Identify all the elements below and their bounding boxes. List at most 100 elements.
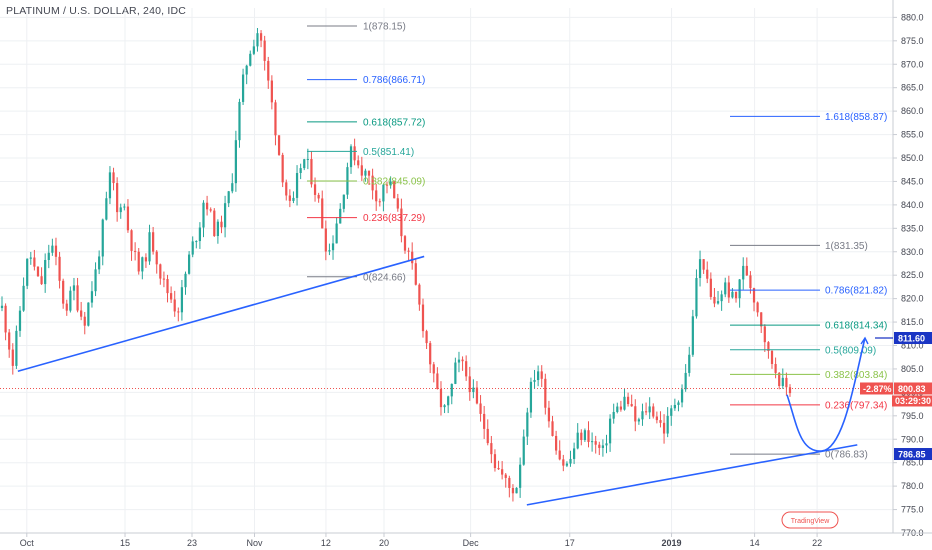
candle-body	[555, 435, 558, 451]
candle-body	[170, 293, 173, 300]
candle-body	[731, 291, 734, 298]
candle-body	[94, 269, 97, 292]
candle-body	[781, 377, 784, 387]
trendline	[17, 255, 425, 373]
candle-body	[515, 487, 518, 494]
candle-body	[407, 250, 410, 252]
candle-body	[357, 160, 360, 166]
projection-curve	[786, 336, 869, 452]
price-axis[interactable]: 880.0 875.0 870.0 865.0 860.0 855.0 850.0 845.0…	[892, 0, 924, 538]
candle-body	[616, 406, 619, 412]
candle-body	[29, 257, 32, 259]
candle-body	[389, 181, 392, 186]
candle-body	[673, 404, 676, 409]
candle-body	[137, 251, 140, 272]
candle-body	[770, 350, 774, 364]
candle-body	[501, 469, 504, 475]
price-tag-label: 811.60	[898, 334, 925, 344]
candle-body	[454, 362, 457, 384]
price-tick-label: 825.0	[901, 270, 924, 280]
candle-body	[367, 170, 371, 176]
change-badge-label: -2.87%	[863, 384, 892, 394]
candle-body	[745, 265, 748, 276]
candle-body	[331, 243, 335, 251]
candle-body	[98, 256, 101, 270]
candle-body	[637, 419, 640, 422]
price-tick-label: 790.0	[901, 434, 924, 444]
time-tick-label: 20	[379, 538, 389, 548]
time-axis[interactable]: Oct 15 23 Nov 12 20 Dec 17 2019 14 22	[0, 532, 932, 548]
candle-body	[511, 487, 515, 494]
trendline	[526, 444, 858, 506]
candle-body	[223, 203, 227, 228]
candle-body	[26, 258, 29, 286]
candle-body	[756, 302, 759, 313]
candle-body	[760, 312, 763, 327]
price-tag-label: 786.85	[898, 450, 926, 460]
candle-body	[425, 331, 428, 344]
candle-body	[630, 404, 633, 407]
candle-body	[11, 349, 14, 366]
candle-body	[152, 232, 155, 252]
candle-body	[209, 209, 212, 211]
candle-body	[544, 378, 547, 408]
candle-body	[144, 257, 148, 262]
price-tag	[894, 382, 932, 395]
candle-body	[166, 279, 169, 294]
candle-body	[659, 420, 662, 423]
candle-body	[288, 195, 291, 201]
candle-body	[540, 371, 543, 379]
candle-body	[403, 236, 407, 251]
fib-level-label: 0.618(857.72)	[363, 117, 425, 128]
candle-body	[443, 405, 446, 408]
candle-body	[493, 454, 497, 469]
time-tick-label: Oct	[20, 538, 35, 548]
candle-body	[180, 287, 184, 313]
candle-body	[259, 33, 263, 41]
candle-body	[763, 326, 766, 343]
price-tick-label: 805.0	[901, 364, 924, 374]
candle-body	[472, 387, 475, 393]
price-tick-label: 865.0	[901, 83, 924, 93]
candle-body	[601, 445, 605, 448]
candle-body	[324, 228, 327, 252]
candle-body	[774, 363, 777, 373]
candle-body	[4, 305, 7, 333]
fib-level-label: 0.236(837.29)	[363, 213, 425, 224]
candle-body	[76, 285, 79, 311]
candle-body	[33, 257, 36, 267]
fib-level-label: 0.5(809.09)	[825, 345, 876, 356]
price-tick-label: 775.0	[901, 505, 924, 515]
candle-body	[101, 219, 104, 257]
candle-body	[576, 432, 579, 449]
price-tag-label: 800.83	[898, 384, 926, 394]
countdown-badge	[892, 395, 932, 407]
candle-body	[411, 251, 414, 264]
candle-body	[353, 146, 356, 161]
candle-body	[202, 202, 205, 228]
price-tags: 811.60 800.83 786.85 -2.87%03:29:30	[860, 332, 932, 461]
candle-body	[62, 280, 65, 304]
candle-body	[245, 65, 248, 75]
candle-body	[303, 159, 306, 169]
candle-body	[598, 444, 601, 448]
candle-body	[749, 275, 752, 289]
candle-body	[634, 406, 637, 422]
candle-body	[295, 173, 299, 198]
candle-body	[65, 303, 68, 311]
candle-body	[644, 411, 648, 413]
candle-body	[187, 254, 191, 274]
candle-body	[547, 407, 551, 422]
candle-body	[105, 198, 108, 220]
candle-body	[572, 448, 576, 459]
candle-body	[277, 135, 281, 155]
candle-body	[483, 413, 486, 429]
candle-body	[249, 53, 252, 66]
candle-body	[134, 250, 137, 252]
candle-body	[123, 206, 126, 208]
candle-body	[112, 172, 115, 184]
candle-body	[439, 389, 443, 408]
candle-body	[8, 332, 11, 350]
candle-body	[461, 359, 464, 362]
